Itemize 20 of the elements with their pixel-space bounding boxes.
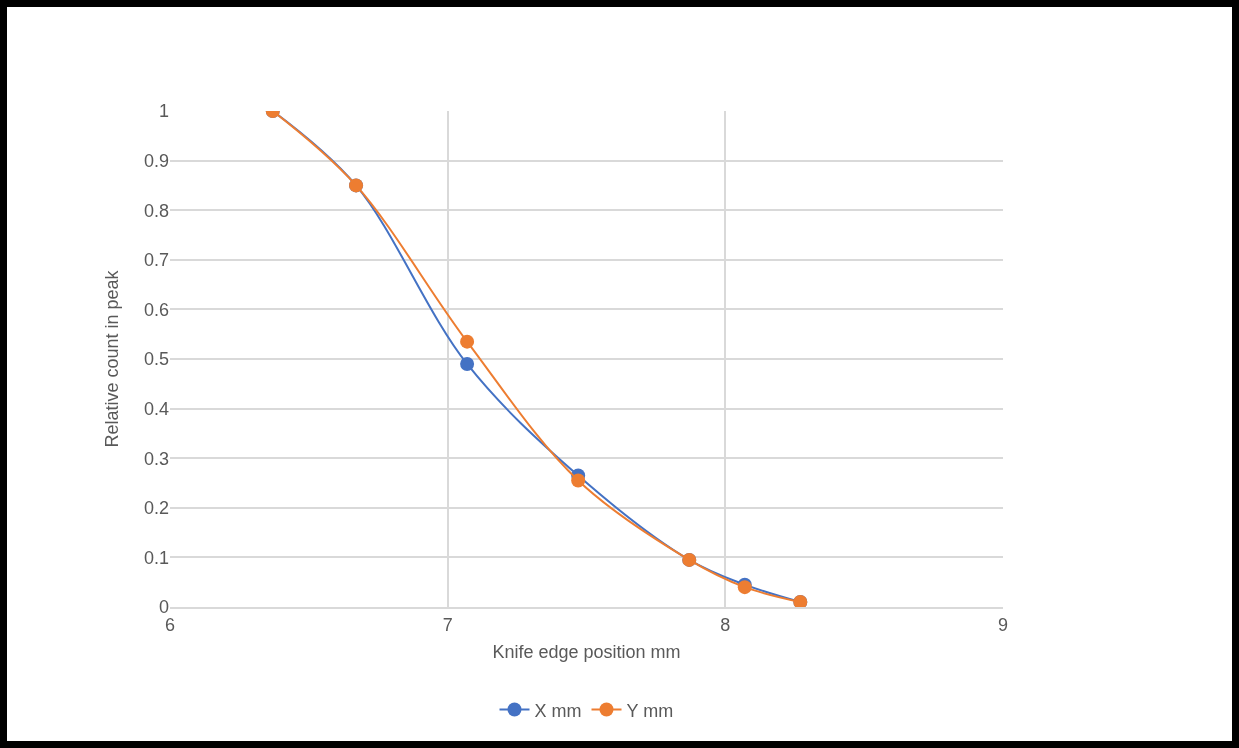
x-tick-label: 9 (997, 614, 1009, 635)
y-tick-label: 0.7 (143, 250, 169, 271)
x-tick-label: 7 (442, 614, 453, 635)
point (571, 473, 586, 488)
legend-label: X mm (534, 700, 582, 721)
y-axis-title: Relative count in peak (102, 269, 123, 448)
y-tick-label: 1 (158, 101, 169, 122)
y-tick-label: 0.3 (143, 448, 169, 469)
x-tick-label: 8 (720, 614, 731, 635)
point (460, 334, 475, 349)
y-tick-label: 0.8 (143, 200, 169, 221)
point (460, 356, 475, 371)
y-tick-label: 0.4 (143, 398, 169, 419)
y-tick-label: 0.2 (143, 498, 169, 519)
y-tick-label: 0.6 (143, 299, 169, 320)
y-tick-label: 0.1 (143, 547, 169, 568)
y-tick-label: 0.5 (143, 349, 169, 370)
x-axis-title: Knife edge position mm (492, 642, 681, 663)
y-tick-label: 0.9 (143, 150, 169, 171)
legend-label: Y mm (626, 700, 674, 721)
